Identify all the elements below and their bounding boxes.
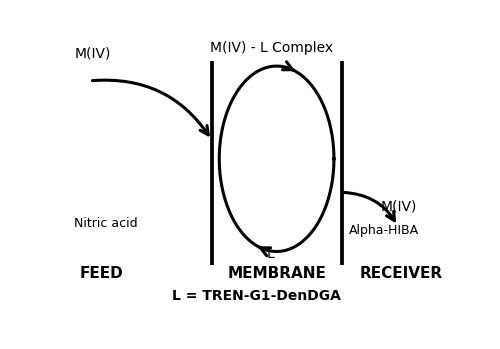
Text: L: L [267, 247, 275, 261]
Text: MEMBRANE: MEMBRANE [228, 266, 326, 281]
Text: Alpha-HIBA: Alpha-HIBA [349, 224, 420, 237]
Text: M(IV): M(IV) [380, 200, 416, 214]
FancyArrowPatch shape [344, 193, 395, 221]
Text: Nitric acid: Nitric acid [74, 217, 138, 230]
Text: M(IV): M(IV) [74, 47, 110, 61]
Text: M(IV) - L Complex: M(IV) - L Complex [210, 41, 333, 55]
FancyArrowPatch shape [92, 80, 208, 135]
Text: FEED: FEED [80, 266, 123, 281]
Text: L = TREN-G1-DenDGA: L = TREN-G1-DenDGA [172, 289, 340, 303]
Text: RECEIVER: RECEIVER [360, 266, 443, 281]
